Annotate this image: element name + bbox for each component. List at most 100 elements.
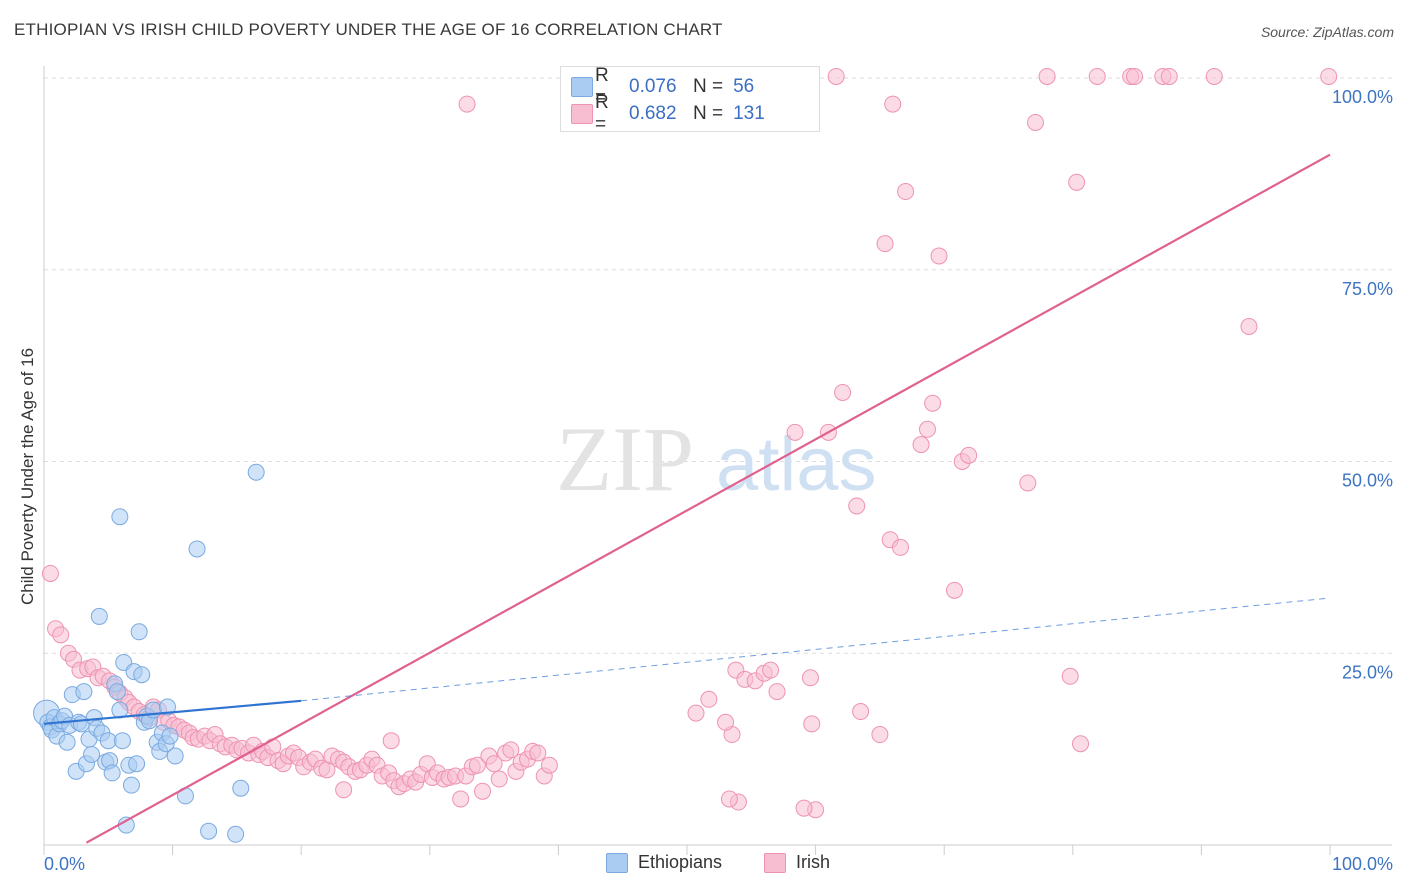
ethiopians-trend-extension bbox=[301, 597, 1331, 702]
irish-point bbox=[382, 732, 400, 750]
irish-point bbox=[540, 756, 558, 774]
ethiopians-points bbox=[33, 463, 265, 843]
irish-point bbox=[458, 95, 476, 113]
irish-point bbox=[468, 756, 486, 774]
legend-n-value-ethiopians: 56 bbox=[733, 76, 755, 97]
legend-r-label: R = bbox=[595, 92, 609, 135]
legend-n-label: N = bbox=[693, 76, 724, 97]
irish-point bbox=[960, 446, 978, 464]
legend-r-value-irish: 0.682 bbox=[629, 103, 677, 124]
irish-point bbox=[930, 247, 948, 265]
y-tick-label: 50.0% bbox=[1342, 471, 1393, 491]
y-tick-label: 25.0% bbox=[1342, 662, 1393, 682]
bottom-legend-swatch-ethiopians bbox=[606, 852, 628, 873]
irish-point bbox=[884, 95, 902, 113]
ethiopians-point bbox=[113, 732, 131, 750]
irish-point bbox=[848, 497, 866, 515]
bottom-legend-label-irish: Irish bbox=[796, 852, 831, 872]
irish-trend-line bbox=[85, 153, 1331, 844]
irish-point bbox=[803, 715, 821, 733]
ethiopians-point bbox=[58, 733, 76, 751]
irish-point bbox=[827, 67, 845, 85]
irish-point bbox=[529, 744, 547, 762]
irish-point bbox=[768, 683, 786, 701]
irish-point bbox=[41, 564, 59, 582]
irish-point bbox=[1068, 173, 1086, 191]
ethiopians-point bbox=[83, 745, 101, 763]
legend-n-label: N = bbox=[693, 103, 724, 124]
irish-points bbox=[41, 67, 1338, 819]
watermark-zip: ZIP bbox=[556, 408, 694, 510]
y-tick-label: 75.0% bbox=[1342, 279, 1393, 299]
irish-point bbox=[912, 436, 930, 454]
irish-point bbox=[700, 690, 718, 708]
irish-point bbox=[834, 383, 852, 401]
irish-point bbox=[474, 782, 492, 800]
ethiopians-point bbox=[111, 508, 129, 526]
irish-point bbox=[452, 790, 470, 808]
ethiopians-point bbox=[188, 540, 206, 558]
irish-point bbox=[1126, 67, 1144, 85]
legend-r-value-ethiopians: 0.076 bbox=[629, 76, 677, 97]
ethiopians-point bbox=[103, 764, 121, 782]
ethiopians-point bbox=[161, 727, 179, 745]
irish-point bbox=[717, 713, 735, 731]
irish-point bbox=[1038, 67, 1056, 85]
tick-labels: 25.0% 50.0% 75.0% 100.0% 0.0% 100.0% bbox=[44, 87, 1393, 874]
irish-point bbox=[801, 669, 819, 687]
irish-point bbox=[335, 781, 353, 799]
bottom-legend-ethiopians: Ethiopians bbox=[606, 852, 722, 873]
ethiopians-point bbox=[122, 776, 140, 794]
ethiopians-point bbox=[128, 755, 146, 773]
irish-point bbox=[945, 581, 963, 599]
irish-point bbox=[852, 703, 870, 721]
irish-point bbox=[918, 420, 936, 438]
bottom-legend-irish: Irish bbox=[764, 852, 830, 873]
ethiopians-point bbox=[90, 607, 108, 625]
irish-point bbox=[1205, 67, 1223, 85]
irish-point bbox=[720, 790, 738, 808]
legend-r-label: R = bbox=[595, 65, 609, 108]
irish-point bbox=[485, 755, 503, 773]
legend-row-irish: R = 0.682 N = 131 bbox=[571, 92, 765, 135]
ethiopians-trend-line bbox=[43, 699, 302, 725]
irish-point bbox=[1088, 67, 1106, 85]
ethiopians-point bbox=[75, 683, 93, 701]
irish-point bbox=[786, 423, 804, 441]
legend-swatch-irish bbox=[571, 104, 593, 124]
y-axis-label: Child Poverty Under the Age of 16 bbox=[18, 347, 37, 605]
ethiopians-point bbox=[99, 732, 117, 750]
ethiopians-point bbox=[108, 683, 126, 701]
ethiopians-point bbox=[130, 623, 148, 641]
irish-point bbox=[1019, 474, 1037, 492]
irish-point bbox=[490, 770, 508, 788]
ethiopians-point bbox=[200, 822, 218, 840]
ethiopians-point bbox=[247, 463, 265, 481]
irish-point bbox=[762, 661, 780, 679]
legend-n-value-irish: 131 bbox=[733, 103, 765, 124]
irish-point bbox=[1320, 67, 1338, 85]
irish-point bbox=[891, 538, 909, 556]
irish-point bbox=[795, 799, 813, 817]
irish-point bbox=[871, 726, 889, 744]
x-tick-label: 0.0% bbox=[44, 854, 85, 874]
irish-point bbox=[52, 626, 70, 644]
legend-swatch-ethiopians bbox=[571, 77, 593, 97]
irish-point bbox=[924, 394, 942, 412]
legend: R = 0.076 N = 56 R = 0.682 N = 131 bbox=[560, 65, 820, 135]
source-label: Source: ZipAtlas.com bbox=[1260, 24, 1394, 40]
bottom-legend-label-ethiopians: Ethiopians bbox=[638, 852, 723, 872]
y-tick-label: 100.0% bbox=[1332, 87, 1393, 107]
irish-point bbox=[687, 704, 705, 722]
irish-point bbox=[876, 235, 894, 253]
irish-point bbox=[1240, 318, 1258, 336]
ethiopians-point bbox=[158, 698, 176, 716]
irish-point bbox=[1027, 113, 1045, 131]
x-tick-label: 100.0% bbox=[1332, 854, 1393, 874]
irish-point bbox=[1072, 735, 1090, 753]
bottom-legend-swatch-irish bbox=[764, 852, 786, 873]
ethiopians-point bbox=[166, 747, 184, 765]
irish-point bbox=[1061, 667, 1079, 685]
irish-point bbox=[1160, 67, 1178, 85]
